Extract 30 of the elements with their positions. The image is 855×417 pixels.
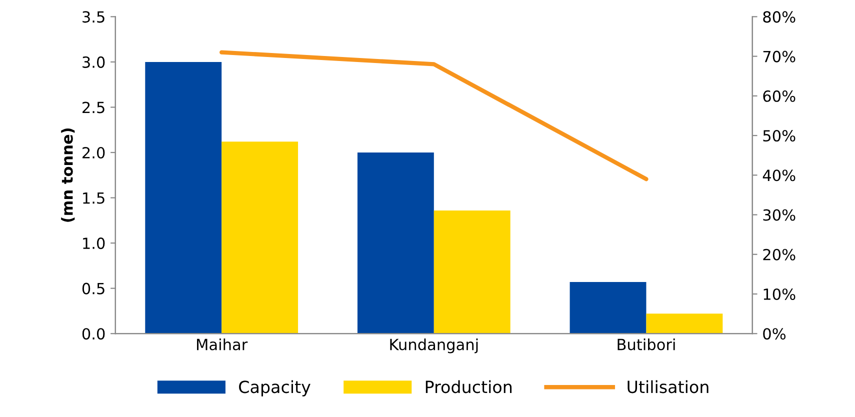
x-tick-label: Maihar	[197, 338, 248, 350]
y2-tick-label: 30%	[763, 209, 796, 221]
y2-tick-label: 40%	[762, 170, 796, 182]
y-tick-label: 3.0	[82, 56, 105, 68]
y-tick-label: 1.5	[83, 192, 104, 204]
bar	[570, 282, 646, 334]
y2-tick-label: 20%	[763, 248, 796, 260]
legend-label: Capacity	[239, 380, 310, 396]
y2-tick-label: 80%	[763, 11, 796, 23]
x-tick-label: Kundanganj	[390, 338, 478, 354]
y-tick-label: 2.0	[82, 146, 105, 159]
bar	[145, 62, 222, 334]
y-tick-label: 1.0	[83, 238, 105, 250]
y-axis-title: (mn tonne)	[61, 128, 75, 222]
y-tick-label: 3.5	[82, 11, 104, 23]
y2-tick-label: 0%	[763, 328, 786, 340]
bar	[357, 152, 434, 334]
y-tick-label: 0.5	[82, 282, 104, 294]
y-tick-label: 0.0	[82, 328, 105, 340]
y2-tick-label: 50%	[763, 130, 796, 142]
bar	[222, 142, 298, 334]
legend-label: Utilisation	[628, 380, 708, 394]
y-tick-label: 2.5	[82, 102, 104, 114]
bar	[434, 210, 510, 334]
bar	[646, 314, 723, 334]
y2-tick-label: 70%	[763, 50, 796, 62]
y2-tick-label: 10%	[764, 288, 796, 300]
y2-tick-label: 60%	[763, 90, 796, 102]
legend-label: Production	[426, 380, 512, 394]
x-tick-label: Butibori	[618, 338, 675, 350]
